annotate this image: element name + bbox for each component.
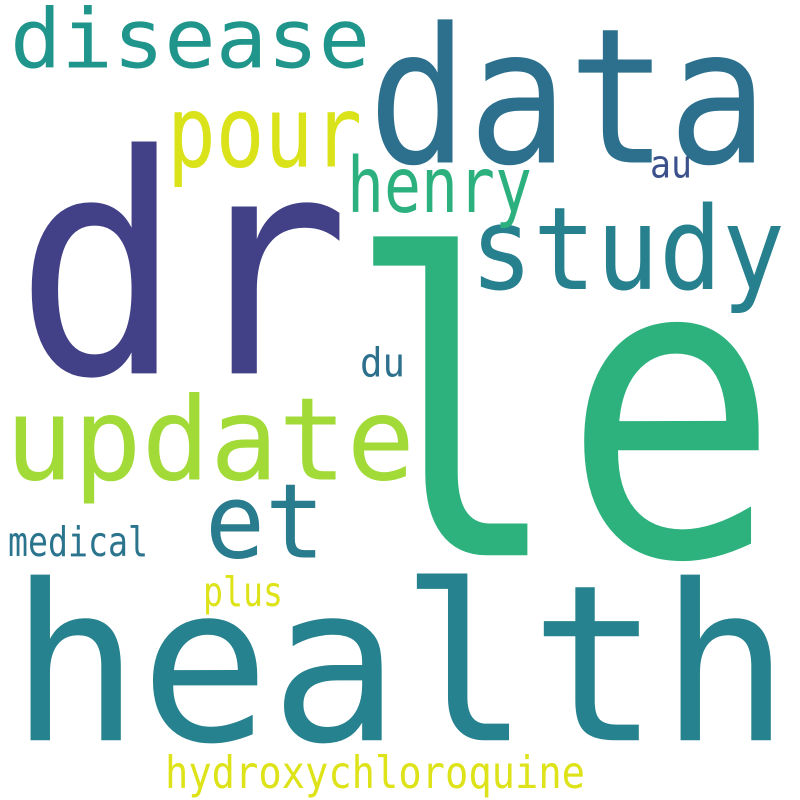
word-study: study [470,181,785,317]
word-au: au [650,141,693,187]
word-dr: dr [15,90,351,446]
word-data: data [368,0,768,209]
word-henry: henry [347,139,532,231]
word-medical: medical [8,519,149,568]
word-hydroxychloroquine: hydroxychloroquine [165,745,585,800]
word-le: le [345,169,780,655]
word-et: et [205,461,326,583]
word-update: update [5,372,415,508]
word-plus: plus [203,569,284,618]
word-pour: pour [167,75,363,191]
word-disease: disease [10,0,371,88]
word-health: health [10,538,791,792]
word-du: du [360,338,406,387]
